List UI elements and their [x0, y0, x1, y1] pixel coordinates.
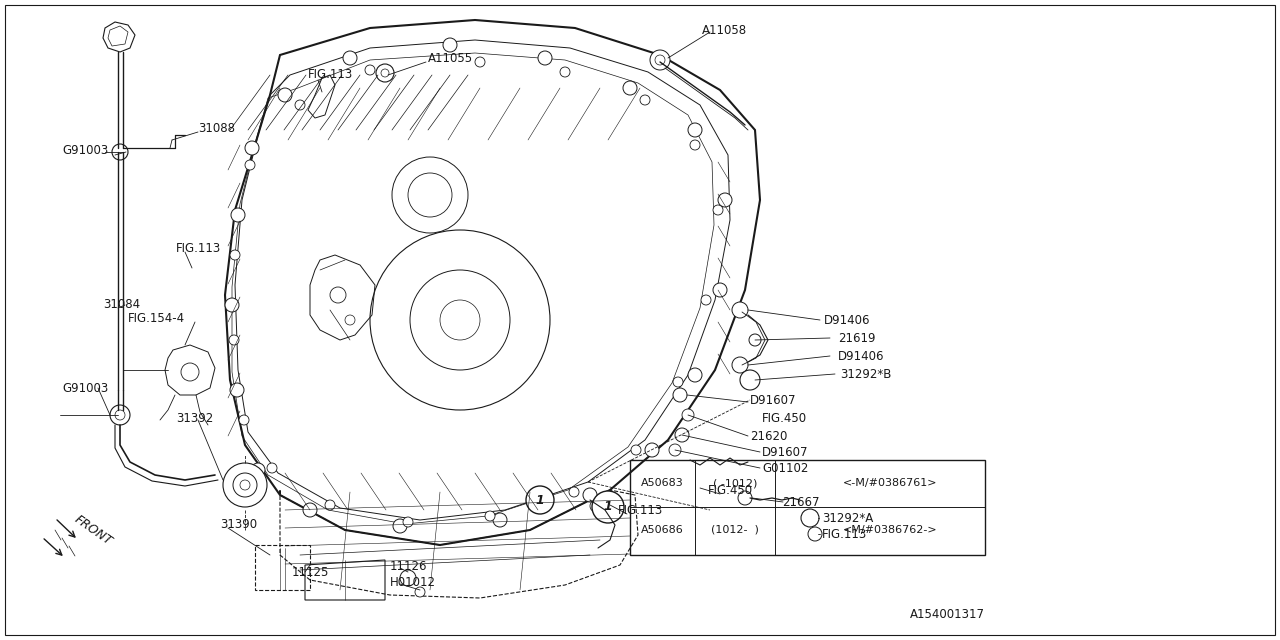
Circle shape	[294, 100, 305, 110]
Circle shape	[808, 527, 822, 541]
Circle shape	[749, 334, 762, 346]
Circle shape	[623, 81, 637, 95]
Circle shape	[223, 463, 268, 507]
Circle shape	[415, 587, 425, 597]
Circle shape	[538, 51, 552, 65]
Text: 31292*B: 31292*B	[840, 367, 891, 381]
Circle shape	[399, 570, 416, 586]
Text: A50683: A50683	[640, 478, 684, 488]
Circle shape	[325, 500, 335, 510]
Text: ( -1012): ( -1012)	[713, 478, 758, 488]
Circle shape	[673, 377, 684, 387]
Circle shape	[561, 67, 570, 77]
Circle shape	[673, 388, 687, 402]
Circle shape	[113, 144, 128, 160]
Text: A154001317: A154001317	[910, 609, 986, 621]
Text: G91003: G91003	[61, 381, 109, 394]
Circle shape	[740, 370, 760, 390]
Circle shape	[485, 511, 495, 521]
Circle shape	[718, 193, 732, 207]
Circle shape	[376, 64, 394, 82]
Text: D91406: D91406	[838, 349, 884, 362]
Circle shape	[233, 473, 257, 497]
Circle shape	[690, 140, 700, 150]
Circle shape	[244, 160, 255, 170]
Circle shape	[225, 298, 239, 312]
Text: 1: 1	[604, 500, 612, 513]
Circle shape	[713, 205, 723, 215]
Circle shape	[631, 445, 641, 455]
Circle shape	[669, 444, 681, 456]
Circle shape	[675, 428, 689, 442]
Circle shape	[251, 463, 265, 477]
Text: D91607: D91607	[750, 394, 796, 406]
Text: D91607: D91607	[762, 445, 809, 458]
Circle shape	[682, 409, 694, 421]
Text: 21619: 21619	[838, 332, 876, 344]
Circle shape	[403, 517, 413, 527]
Circle shape	[689, 368, 701, 382]
Text: FIG.113: FIG.113	[308, 68, 353, 81]
Circle shape	[801, 509, 819, 527]
Circle shape	[689, 123, 701, 137]
Text: FIG.113: FIG.113	[822, 527, 868, 541]
Text: A11055: A11055	[428, 51, 474, 65]
Circle shape	[230, 383, 244, 397]
Circle shape	[732, 357, 748, 373]
Circle shape	[110, 405, 131, 425]
Circle shape	[239, 415, 250, 425]
Circle shape	[303, 503, 317, 517]
Circle shape	[732, 302, 748, 318]
Text: 21667: 21667	[782, 495, 819, 509]
Text: FIG.113: FIG.113	[177, 241, 221, 255]
Circle shape	[640, 95, 650, 105]
Circle shape	[268, 463, 276, 473]
Circle shape	[591, 491, 625, 523]
Text: 31084: 31084	[102, 298, 140, 312]
Text: (1012-  ): (1012- )	[712, 525, 759, 535]
Circle shape	[713, 283, 727, 297]
Text: 31390: 31390	[220, 518, 257, 531]
Text: FIG.154-4: FIG.154-4	[128, 312, 186, 324]
Circle shape	[475, 57, 485, 67]
Circle shape	[526, 486, 554, 514]
Circle shape	[739, 491, 753, 505]
Text: FIG.113: FIG.113	[618, 504, 663, 516]
Text: G01102: G01102	[762, 461, 809, 474]
Circle shape	[230, 208, 244, 222]
Circle shape	[650, 50, 669, 70]
Text: FIG.450: FIG.450	[708, 483, 753, 497]
Circle shape	[229, 335, 239, 345]
Text: FRONT: FRONT	[72, 513, 114, 548]
Text: A11058: A11058	[701, 24, 748, 36]
Text: 21620: 21620	[750, 429, 787, 442]
Text: G91003: G91003	[61, 143, 109, 157]
Text: D91406: D91406	[824, 314, 870, 326]
Circle shape	[582, 488, 596, 502]
Text: 31292*A: 31292*A	[822, 511, 873, 525]
Circle shape	[343, 51, 357, 65]
Text: <M/#0386762->: <M/#0386762->	[842, 525, 937, 535]
Text: 1: 1	[535, 493, 544, 506]
Circle shape	[570, 487, 579, 497]
Circle shape	[244, 141, 259, 155]
Text: 31088: 31088	[198, 122, 236, 134]
Text: 11125: 11125	[292, 566, 329, 579]
Text: <-M/#0386761>: <-M/#0386761>	[842, 478, 937, 488]
Circle shape	[701, 295, 710, 305]
Text: A50686: A50686	[640, 525, 684, 535]
Text: 11126: 11126	[390, 561, 428, 573]
Circle shape	[230, 250, 241, 260]
Text: 31392: 31392	[177, 412, 214, 424]
Circle shape	[443, 38, 457, 52]
Circle shape	[493, 513, 507, 527]
Circle shape	[365, 65, 375, 75]
Text: H01012: H01012	[390, 575, 436, 589]
Circle shape	[645, 443, 659, 457]
Circle shape	[393, 519, 407, 533]
Text: FIG.450: FIG.450	[762, 412, 808, 424]
Circle shape	[278, 88, 292, 102]
